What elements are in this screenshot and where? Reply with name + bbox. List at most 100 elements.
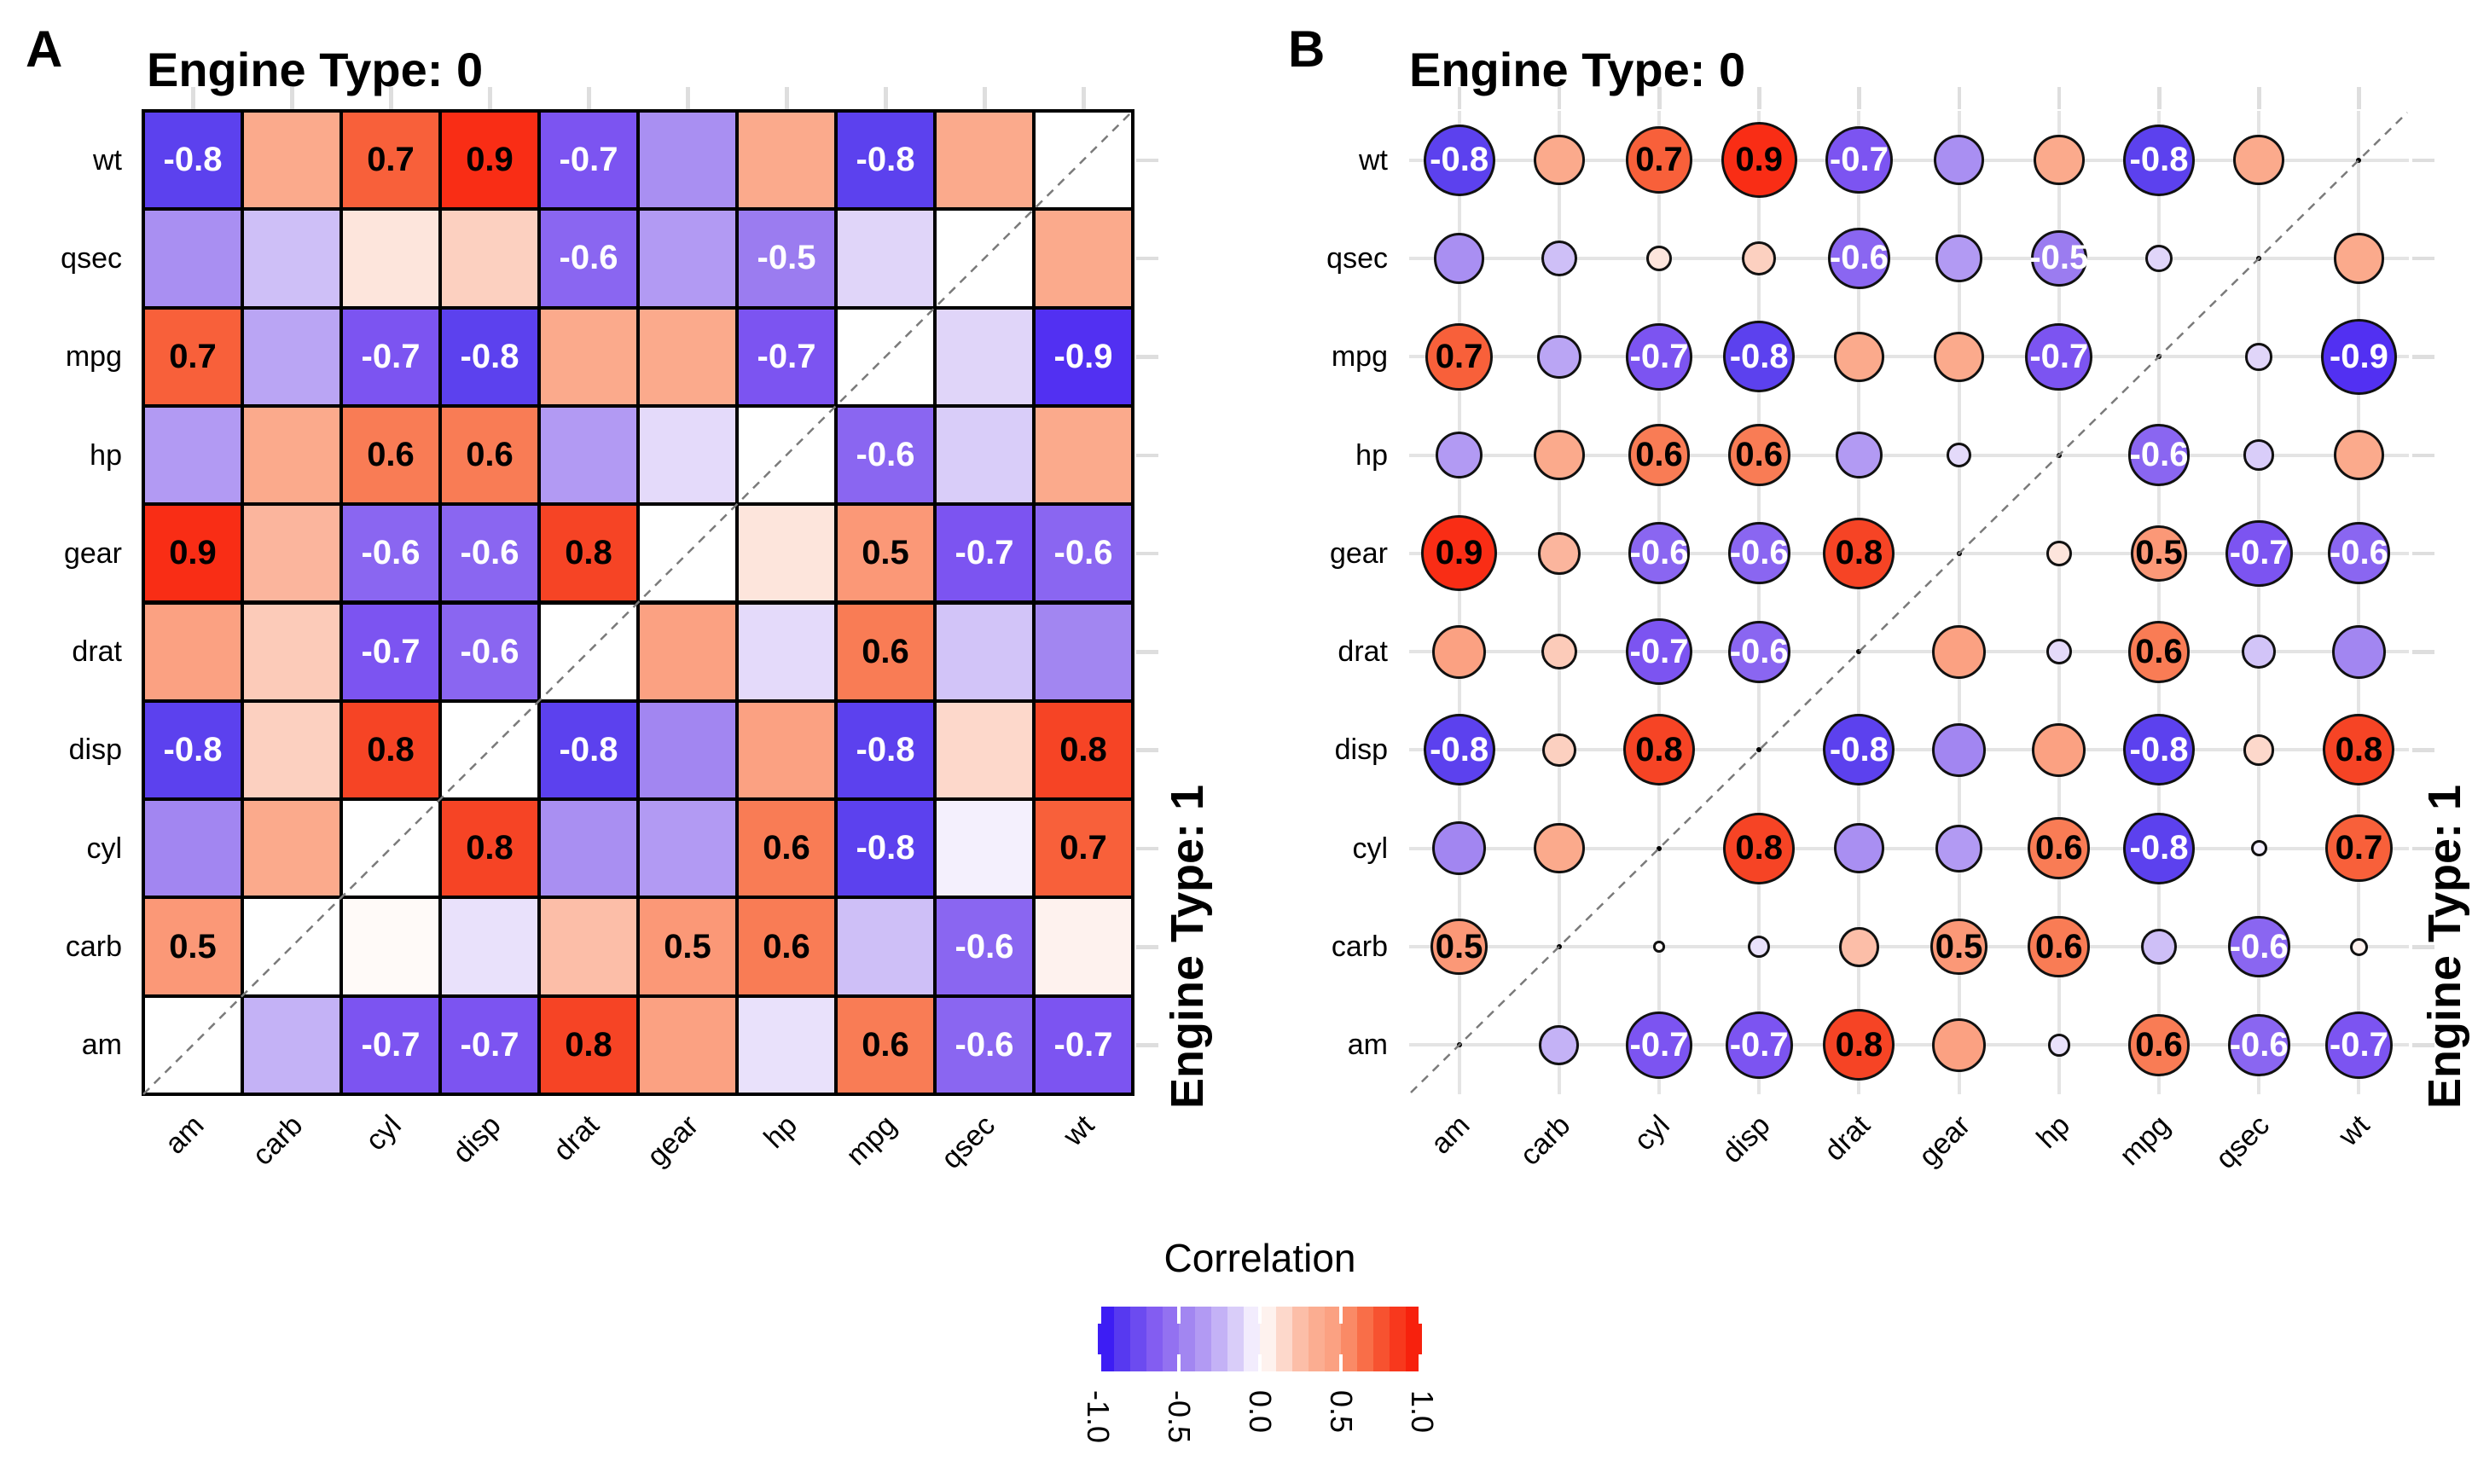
corr-circle (2242, 635, 2277, 670)
corr-circle (2140, 929, 2177, 965)
legend-gradient-step (1179, 1307, 1195, 1371)
axis-tick-top (686, 87, 690, 109)
axis-tick-top (1857, 87, 1861, 109)
x-axis-label-wt: wt (2332, 1109, 2376, 1153)
corr-circle (1539, 1024, 1580, 1065)
x-axis-label-gear: gear (1912, 1109, 1976, 1174)
diagonal-point (1856, 649, 1862, 655)
matrix-cell (145, 801, 241, 896)
axis-tick-right (2412, 158, 2434, 163)
axis-tick-right (1136, 846, 1158, 851)
corr-circle (1433, 233, 1485, 284)
matrix-cell: 0.6 (838, 604, 933, 699)
legend-tick-mark (1339, 1307, 1343, 1324)
matrix-cell (244, 407, 339, 503)
corr-circle (2323, 714, 2395, 786)
matrix-cell (640, 997, 735, 1093)
corr-circle (1727, 424, 1790, 486)
legend-tick-mark (1419, 1354, 1422, 1371)
axis-tick-right (1136, 1043, 1158, 1047)
legend-tick-mark (1098, 1307, 1101, 1324)
matrix-cell (541, 309, 636, 404)
corr-circle (1825, 126, 1893, 194)
corr-circle (1823, 1009, 1895, 1081)
corr-circle (1827, 227, 1890, 290)
corr-circle (1534, 134, 1585, 186)
legend-tick-mark (1258, 1354, 1262, 1371)
corr-circle (1747, 935, 1771, 959)
matrix-cell (739, 702, 834, 798)
matrix-cell (145, 604, 241, 699)
x-axis-label-disp: disp (1715, 1109, 1777, 1170)
matrix-cell: -0.7 (343, 997, 438, 1093)
legend-gradient-step (1325, 1307, 1341, 1371)
matrix-cell (838, 211, 933, 306)
legend-gradient-step (1195, 1307, 1211, 1371)
axis-tick-top (2157, 87, 2162, 109)
matrix-cell (937, 702, 1032, 798)
corr-circle (2127, 1013, 2191, 1076)
corr-circle (1833, 823, 1885, 874)
x-axis-label-hp: hp (757, 1109, 804, 1155)
x-axis-label-gear: gear (641, 1109, 705, 1174)
matrix-cell (937, 604, 1032, 699)
axis-tick-top (587, 87, 591, 109)
corr-circle (1823, 714, 1895, 786)
matrix-cell: 0.6 (739, 899, 834, 994)
y-axis-label-qsec: qsec (1326, 241, 1388, 275)
matrix-cell: 0.5 (640, 899, 735, 994)
matrix-cell (838, 309, 933, 404)
matrix-cell: 0.6 (739, 801, 834, 896)
legend-tick-mark (1339, 1354, 1343, 1371)
corr-circle (2025, 322, 2093, 391)
axis-tick-right (2412, 650, 2434, 654)
axis-tick-right (2412, 355, 2434, 359)
corr-circle (1534, 429, 1585, 481)
matrix-cell: 0.8 (541, 506, 636, 601)
axis-tick-top (884, 87, 888, 109)
matrix-cell (145, 407, 241, 503)
legend-tick-mark (1177, 1307, 1181, 1324)
corr-circle (1628, 522, 1691, 585)
matrix-cell: -0.8 (145, 702, 241, 798)
corr-circle (2225, 519, 2293, 588)
matrix-cell: 0.7 (1036, 801, 1131, 896)
x-axis-label-am: am (158, 1109, 211, 1161)
corr-circle (1432, 624, 1487, 679)
diagonal-point (2056, 452, 2062, 458)
axis-tick-right (2412, 945, 2434, 949)
axis-tick-right (1136, 748, 1158, 752)
corr-circle (2333, 429, 2385, 481)
y-axis-label-drat: drat (1338, 635, 1388, 669)
legend-tick-mark (1258, 1307, 1262, 1324)
matrix-cell: 0.6 (838, 997, 933, 1093)
corr-circle (1423, 714, 1495, 786)
matrix-cell (541, 407, 636, 503)
axis-tick-right (1136, 945, 1158, 949)
corr-circle (2244, 342, 2273, 371)
legend-gradient-step (1114, 1307, 1130, 1371)
x-axis-label-cyl: cyl (359, 1109, 409, 1157)
corr-circle (2243, 439, 2275, 471)
x-axis-label-drat: drat (1818, 1109, 1877, 1168)
corr-circle (1423, 124, 1495, 196)
matrix-cell (640, 604, 735, 699)
matrix-cell (1036, 113, 1131, 208)
corr-circle (1727, 522, 1790, 585)
matrix-cell (937, 113, 1032, 208)
matrix-cell (244, 899, 339, 994)
corr-circle (2122, 714, 2196, 786)
corr-circle (1930, 918, 1987, 976)
matrix-cell (640, 702, 735, 798)
legend-gradient-step (1098, 1307, 1114, 1371)
matrix-cell (244, 801, 339, 896)
x-axis-label-qsec: qsec (935, 1109, 1002, 1175)
corr-circle (2122, 812, 2196, 884)
corr-circle (1653, 941, 1665, 953)
corr-circle (1534, 823, 1585, 874)
matrix-cell: -0.6 (541, 211, 636, 306)
axis-tick-right (1136, 256, 1158, 261)
corr-circle (2227, 1013, 2290, 1076)
diagonal-point (1556, 944, 1562, 950)
corr-circle (2227, 915, 2290, 978)
